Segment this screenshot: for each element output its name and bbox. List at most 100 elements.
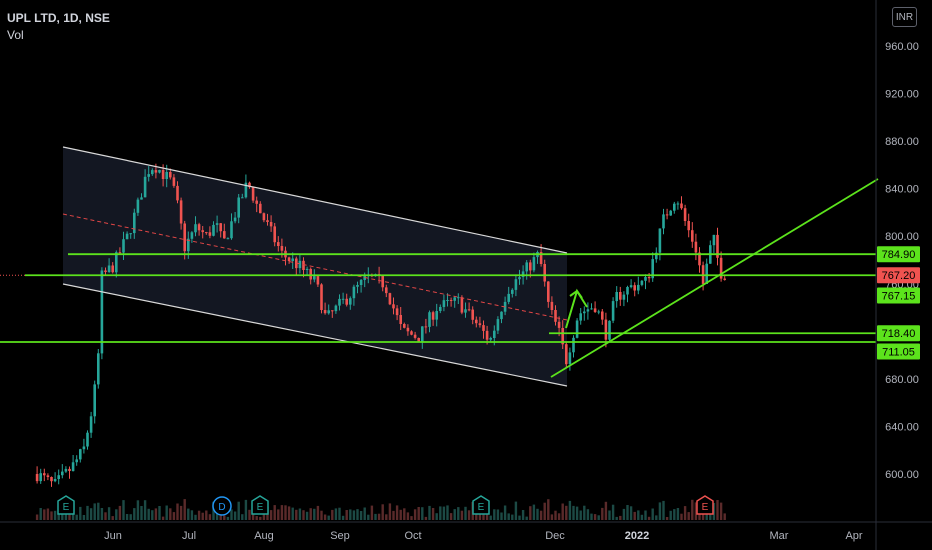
candle: [554, 305, 557, 326]
y-tick-label: 920.00: [885, 89, 919, 101]
volume-bar: [208, 514, 212, 520]
candle: [489, 336, 492, 342]
volume-bar: [381, 504, 384, 520]
candle: [579, 308, 582, 325]
volume-bar: [277, 509, 280, 520]
volume-bar: [151, 510, 154, 520]
volume-bar: [241, 514, 244, 520]
volume-bar: [79, 506, 82, 520]
volume-bar: [111, 516, 114, 520]
volume-bar: [302, 510, 305, 520]
volume-bar: [68, 510, 71, 520]
candle: [673, 201, 676, 214]
volume-bar: [597, 515, 600, 520]
candle: [640, 280, 644, 287]
volume-bar: [647, 516, 651, 520]
volume-bar: [46, 508, 50, 520]
candle: [248, 181, 251, 189]
volume-bar: [489, 515, 492, 520]
svg-text:718.40: 718.40: [882, 328, 916, 340]
volume-bar: [226, 516, 230, 520]
volume-bar: [363, 507, 366, 520]
candle: [122, 231, 125, 260]
candle: [219, 223, 222, 238]
volume-bar: [136, 500, 140, 520]
volume-bar: [197, 510, 201, 520]
candle: [194, 216, 197, 237]
channel-mid-line[interactable]: [62, 213, 568, 321]
volume-bar: [669, 510, 672, 520]
candle: [233, 212, 237, 224]
candle: [547, 281, 550, 308]
candle: [482, 320, 485, 339]
volume-bar: [125, 514, 129, 520]
volume-bar: [716, 500, 719, 520]
volume-bar: [604, 501, 608, 520]
event-marker[interactable]: D: [212, 496, 232, 516]
volume-bar: [691, 499, 694, 520]
candle: [151, 168, 154, 176]
volume-bar: [35, 514, 39, 520]
candle: [35, 466, 39, 484]
volume-bar: [449, 513, 453, 520]
x-tick-label: Jul: [182, 530, 196, 542]
volume-bar: [507, 513, 510, 520]
candle: [129, 233, 132, 239]
volume-bar: [421, 507, 424, 520]
volume-bar: [359, 511, 363, 520]
volume-bar: [179, 505, 183, 520]
volume-bar: [514, 501, 518, 520]
candle: [496, 316, 500, 334]
volume-bar: [637, 510, 640, 520]
volume-bar: [370, 505, 374, 520]
candle: [676, 201, 680, 210]
volume-bar: [43, 509, 46, 520]
x-tick-label: Oct: [404, 530, 421, 542]
volume-bar: [100, 508, 104, 520]
candle: [651, 252, 654, 282]
volume-bar: [287, 506, 291, 520]
candle: [500, 311, 503, 324]
candle: [449, 297, 453, 307]
channel-lower-line[interactable]: [62, 283, 568, 387]
volume-bar: [133, 508, 136, 520]
volume-bar: [143, 500, 147, 520]
candle: [86, 430, 89, 450]
candle: [403, 322, 406, 329]
event-marker[interactable]: E: [472, 495, 490, 515]
chart-legend: UPL LTD, 1D, NSE Vol: [7, 10, 110, 44]
volume-bar: [39, 508, 42, 520]
volume-bar: [446, 505, 449, 520]
volume-bar: [377, 513, 381, 520]
volume-bar: [316, 505, 320, 520]
volume-bar: [223, 515, 226, 520]
candle: [93, 380, 96, 424]
x-tick-label: 2022: [625, 530, 649, 542]
trend-line-rising[interactable]: [550, 178, 879, 378]
volume-bar: [230, 509, 233, 520]
candles: [35, 163, 726, 487]
event-marker[interactable]: E: [251, 495, 269, 515]
event-marker[interactable]: E: [57, 495, 75, 515]
currency-button[interactable]: INR: [892, 7, 917, 27]
candle: [633, 282, 636, 297]
candle: [543, 259, 546, 287]
candle: [446, 293, 449, 307]
candle: [277, 236, 280, 252]
volume-bar: [57, 510, 60, 520]
candle: [50, 476, 53, 487]
volume-bar: [392, 510, 395, 520]
channel-upper-line[interactable]: [62, 146, 568, 254]
volume-bar: [395, 505, 399, 520]
volume-bar: [568, 500, 572, 520]
candle: [259, 201, 262, 214]
event-marker[interactable]: E: [696, 495, 714, 515]
volume-bar: [532, 504, 536, 520]
volume-bar: [457, 507, 460, 520]
svg-text:767.15: 767.15: [882, 291, 916, 303]
volume-bar: [557, 513, 561, 520]
candle: [68, 466, 71, 479]
volume-bar: [284, 505, 287, 520]
candle: [136, 197, 140, 216]
